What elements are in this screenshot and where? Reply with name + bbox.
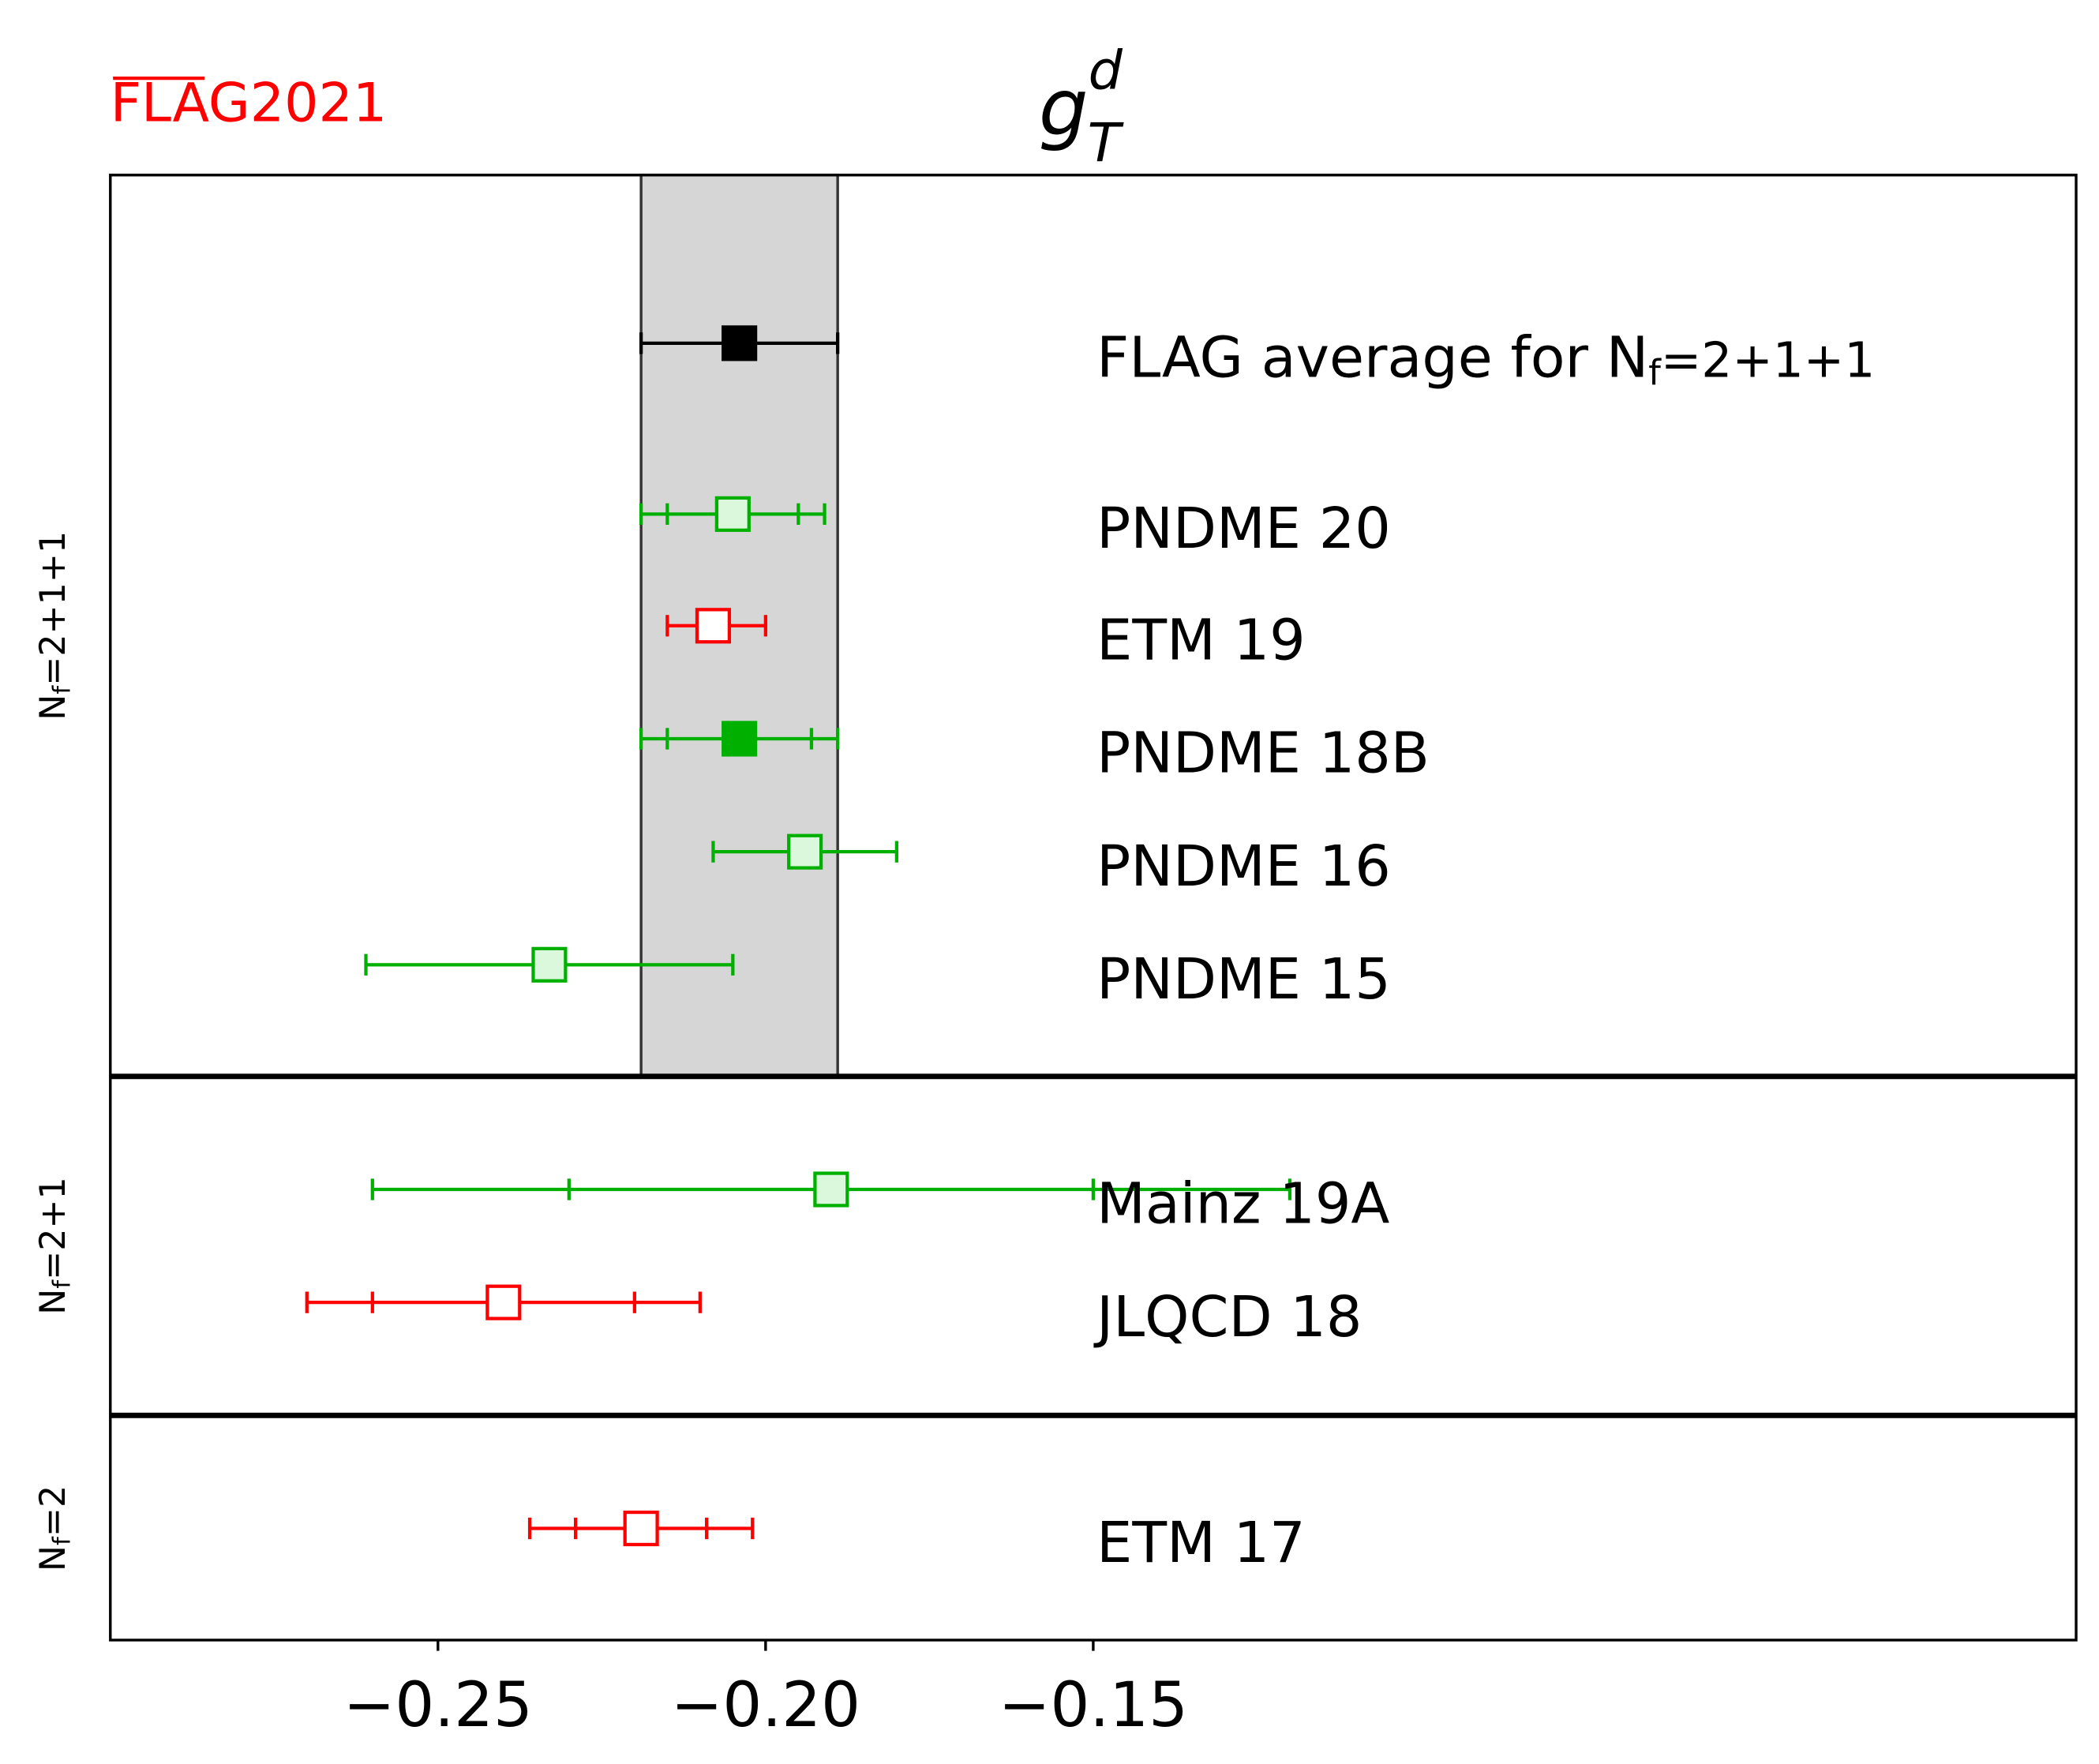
title-sup: d [1089,40,1123,103]
point-label: FLAG average for Nf=2+1+1 [1096,324,1875,393]
point-label-main: Mainz 19A [1096,1171,1389,1237]
panel-label-main: N [33,695,73,721]
point-label: PNDME 16 [1096,833,1391,899]
point-label: PNDME 15 [1096,946,1391,1012]
panel-label-main: N [33,1289,73,1315]
panel-label-sub: f [49,1536,77,1545]
panel-label-sub: f [49,685,77,695]
data-point [695,608,732,644]
point-label-main: PNDME 20 [1096,496,1391,561]
panel-label-sub: f [49,1279,77,1289]
point-label-main: PNDME 15 [1096,946,1391,1012]
point-label-main: FLAG average for N [1096,324,1648,390]
point-label-main: PNDME 18B [1096,721,1430,786]
point-label-main: PNDME 16 [1096,833,1391,899]
point-label-main: JLQCD 18 [1093,1284,1362,1350]
x-tick-label: −0.15 [999,1669,1188,1741]
point-label-main: ETM 17 [1096,1510,1306,1575]
data-point [485,1284,522,1320]
point-label: PNDME 18B [1096,721,1430,786]
point-label: PNDME 20 [1096,496,1391,561]
data-point [813,1171,849,1208]
point-label-sub: f [1648,354,1662,394]
title-sub: T [1088,113,1125,175]
point-label-rest: =2+1+1 [1661,332,1875,388]
x-tick-label: −0.25 [343,1669,533,1741]
panel-label: Nf=2+1+1 [33,531,77,721]
point-label: ETM 17 [1096,1510,1306,1575]
panel-label-rest: =2+1 [33,1177,73,1280]
point-label: ETM 19 [1096,607,1306,672]
flag-logo: FLAG2021 [111,73,387,135]
panel-label: Nf=2 [33,1485,77,1571]
chart-title: gd T [1039,40,1125,175]
point-label: JLQCD 18 [1093,1284,1362,1350]
data-point [722,721,758,757]
data-point [722,325,758,361]
data-point [623,1510,659,1547]
panel-label-rest: =2 [33,1485,73,1537]
data-point [787,833,823,870]
panel-label: Nf=2+1 [33,1177,77,1315]
panel-label-rest: =2+1+1 [33,531,73,686]
point-label-main: ETM 19 [1096,607,1306,672]
panel-label-main: N [33,1545,73,1571]
x-tick-label: −0.20 [671,1669,860,1741]
title-main: g [1039,63,1089,154]
point-label: Mainz 19A [1096,1171,1389,1237]
data-point [714,496,751,532]
plot-frame [109,174,2078,1642]
data-point [531,946,568,983]
